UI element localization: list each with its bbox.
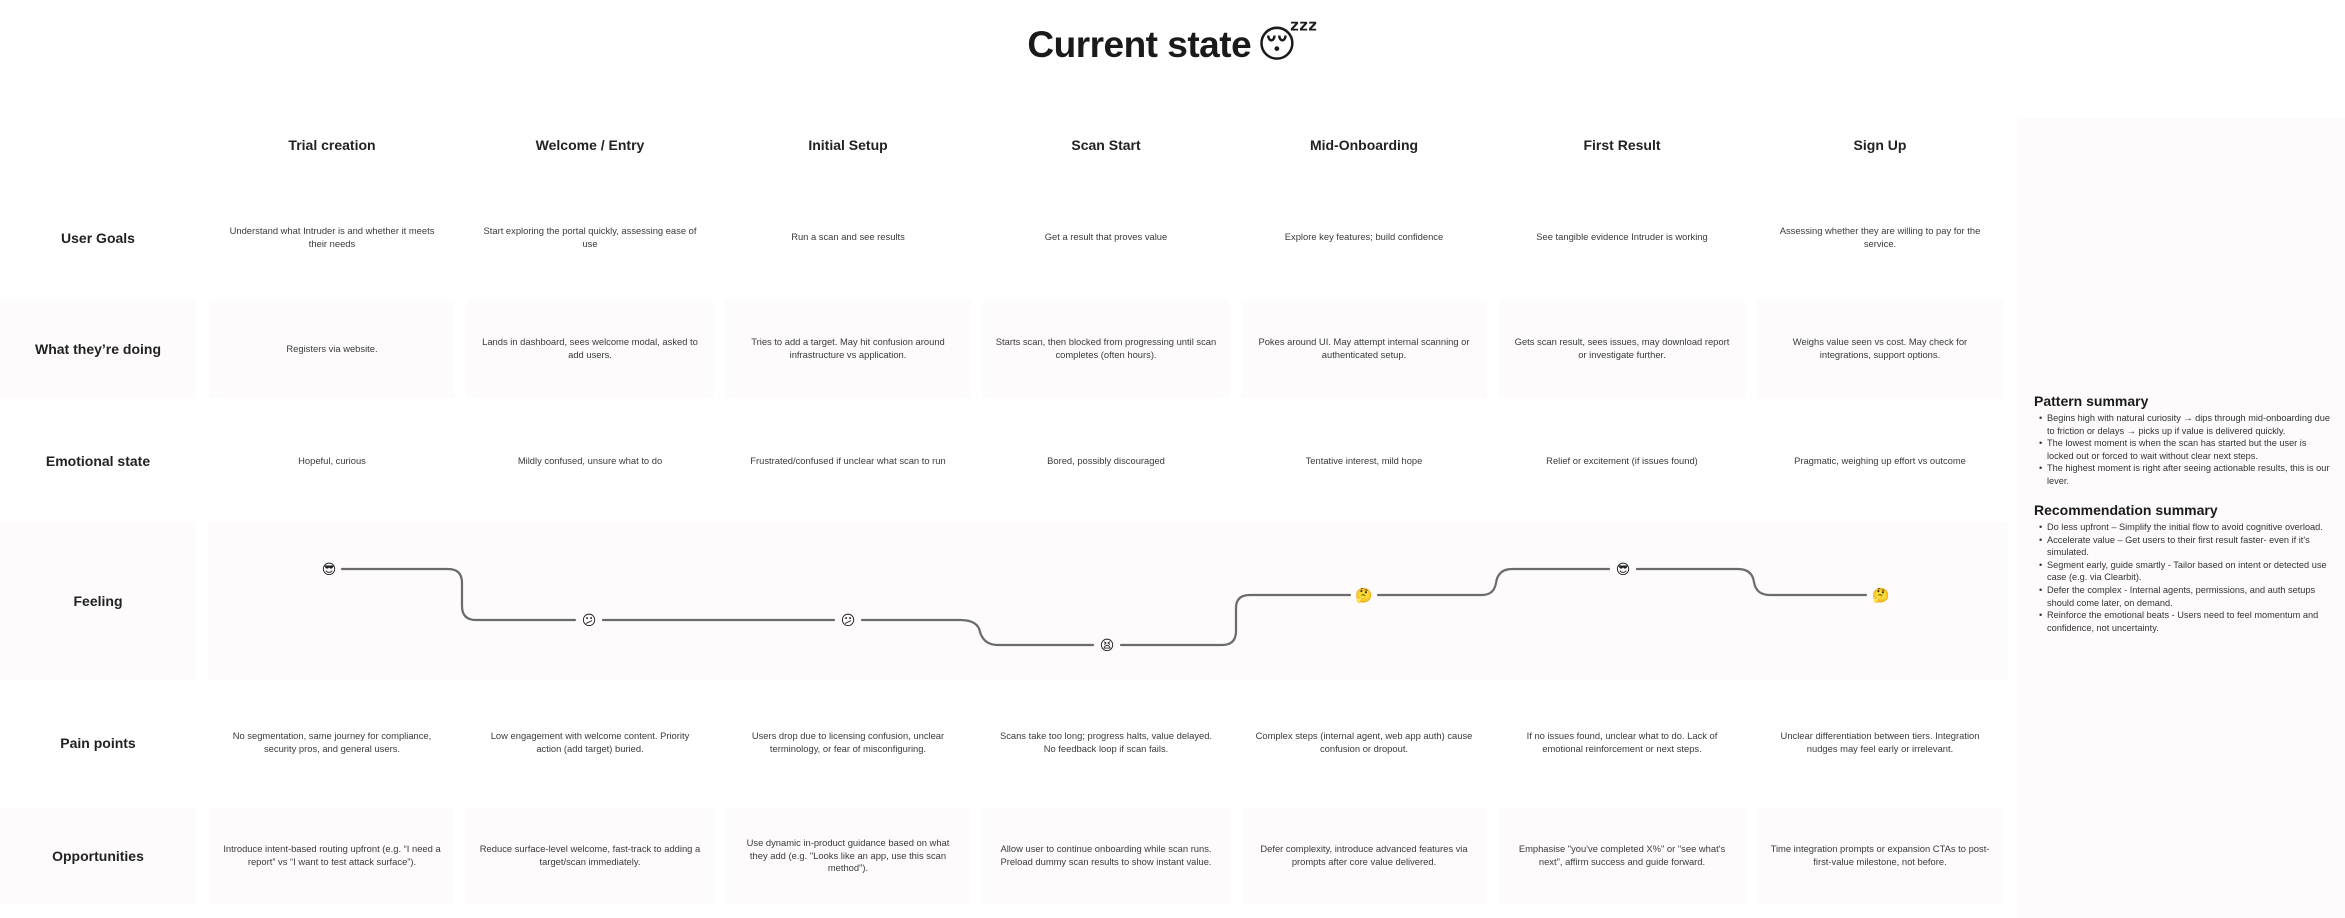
cell-user-goals: Run a scan and see results: [791, 231, 905, 243]
cell-opportunities: Time integration prompts or expansion CT…: [1757, 808, 2003, 904]
cell-emotional-state: Bored, possibly discouraged: [1047, 454, 1165, 466]
cell-doing: Pokes around UI. May attempt internal sc…: [1241, 300, 1487, 398]
cell-user-goals: Explore key features; build confidence: [1284, 231, 1444, 243]
pattern-summary-list: Begins high with natural curiosity → dip…: [2034, 412, 2334, 488]
cell-pain-points: If no issues found, unclear what to do. …: [1526, 729, 1718, 754]
stage-header-first-result: First Result: [1583, 137, 1661, 153]
cell-user-goals: Understand what Intruder is and whether …: [229, 224, 435, 249]
row-label-opportunities: Opportunities: [0, 808, 196, 904]
row-label-user-goals: User Goals: [61, 229, 135, 246]
stage-header-welcome-entry: Welcome / Entry: [535, 137, 645, 153]
pattern-summary-heading: Pattern summary: [2034, 393, 2149, 409]
pattern-summary: Pattern summary Begins high with natural…: [2034, 393, 2334, 488]
recommendation-item: Do less upfront – Simplify the initial f…: [2034, 521, 2334, 534]
recommendation-summary-heading: Recommendation summary: [2034, 502, 2218, 518]
summary-panel: [2018, 118, 2345, 918]
cell-opportunities: Defer complexity, introduce advanced fea…: [1241, 808, 1487, 904]
row-label-pain-points: Pain points: [60, 734, 136, 751]
confused-face-icon: 😕: [581, 612, 597, 628]
row-label-emotional-state: Emotional state: [45, 453, 151, 469]
stage-header-initial-setup: Initial Setup: [808, 137, 888, 153]
cell-emotional-state: Tentative interest, mild hope: [1305, 454, 1423, 466]
cell-pain-points: No segmentation, same journey for compli…: [232, 729, 432, 754]
cell-emotional-state: Hopeful, curious: [298, 454, 366, 466]
recommendation-item: Defer the complex - Internal agents, per…: [2034, 584, 2334, 609]
cell-pain-points: Complex steps (internal agent, web app a…: [1255, 729, 1473, 754]
cell-doing: Tries to add a target. May hit confusion…: [725, 300, 971, 398]
cell-pain-points: Unclear differentiation between tiers. I…: [1780, 729, 1980, 754]
pattern-summary-item: The lowest moment is when the scan has s…: [2034, 437, 2334, 462]
cell-doing: Weighs value seen vs cost. May check for…: [1757, 300, 2003, 398]
page-title: Current state 😴: [0, 22, 2345, 67]
cell-opportunities: Emphasise "you've completed X%" or "see …: [1499, 808, 1745, 904]
recommendation-item: Reinforce the emotional beats - Users ne…: [2034, 609, 2334, 634]
pattern-summary-item: Begins high with natural curiosity → dip…: [2034, 412, 2334, 437]
pattern-summary-item: The highest moment is right after seeing…: [2034, 462, 2334, 487]
cell-opportunities: Use dynamic in-product guidance based on…: [725, 808, 971, 904]
cool-face-icon: 😎: [1615, 561, 1631, 577]
cell-pain-points: Users drop due to licensing confusion, u…: [751, 729, 945, 754]
row-label-feeling: Feeling: [0, 522, 196, 680]
recommendation-item: Accelerate value – Get users to their fi…: [2034, 534, 2334, 559]
cell-emotional-state: Relief or excitement (if issues found): [1546, 454, 1698, 466]
confused-face-icon: 😕: [840, 612, 856, 628]
cell-user-goals: See tangible evidence Intruder is workin…: [1536, 231, 1708, 243]
cool-face-icon: 😎: [321, 561, 337, 577]
page-title-text: Current state: [1027, 24, 1252, 65]
sleeping-face-icon: 😴: [1257, 24, 1318, 66]
cell-doing: Registers via website.: [209, 300, 455, 398]
recommendation-summary-list: Do less upfront – Simplify the initial f…: [2034, 521, 2334, 634]
cell-doing: Gets scan result, sees issues, may downl…: [1499, 300, 1745, 398]
cell-opportunities: Introduce intent-based routing upfront (…: [209, 808, 455, 904]
cell-opportunities: Reduce surface-level welcome, fast-track…: [467, 808, 713, 904]
cell-user-goals: Assessing whether they are willing to pa…: [1779, 224, 1981, 249]
cell-pain-points: Low engagement with welcome content. Pri…: [490, 729, 690, 754]
tired-face-icon: 😫: [1099, 637, 1115, 653]
cell-doing: Starts scan, then blocked from progressi…: [983, 300, 1229, 398]
stage-header-mid-onboarding: Mid-Onboarding: [1309, 137, 1419, 153]
recommendation-item: Segment early, guide smartly - Tailor ba…: [2034, 559, 2334, 584]
cell-user-goals: Start exploring the portal quickly, asse…: [483, 224, 697, 249]
cell-emotional-state: Pragmatic, weighing up effort vs outcome: [1794, 454, 1966, 466]
feeling-band: [208, 522, 2008, 680]
cell-emotional-state: Mildly confused, unsure what to do: [517, 454, 663, 466]
row-label-doing: What they’re doing: [0, 300, 196, 398]
stage-header-scan-start: Scan Start: [1071, 137, 1141, 153]
stage-header-sign-up: Sign Up: [1853, 137, 1907, 153]
cell-emotional-state: Frustrated/confused if unclear what scan…: [750, 454, 946, 466]
cell-opportunities: Allow user to continue onboarding while …: [983, 808, 1229, 904]
thinking-face-icon: 🤔: [1872, 587, 1890, 603]
stage-header-trial-creation: Trial creation: [288, 137, 376, 153]
cell-doing: Lands in dashboard, sees welcome modal, …: [467, 300, 713, 398]
recommendation-summary: Recommendation summary Do less upfront –…: [2034, 502, 2334, 634]
thinking-face-icon: 🤔: [1355, 587, 1373, 603]
cell-user-goals: Get a result that proves value: [1044, 231, 1168, 243]
cell-pain-points: Scans take too long; progress halts, val…: [999, 729, 1213, 754]
